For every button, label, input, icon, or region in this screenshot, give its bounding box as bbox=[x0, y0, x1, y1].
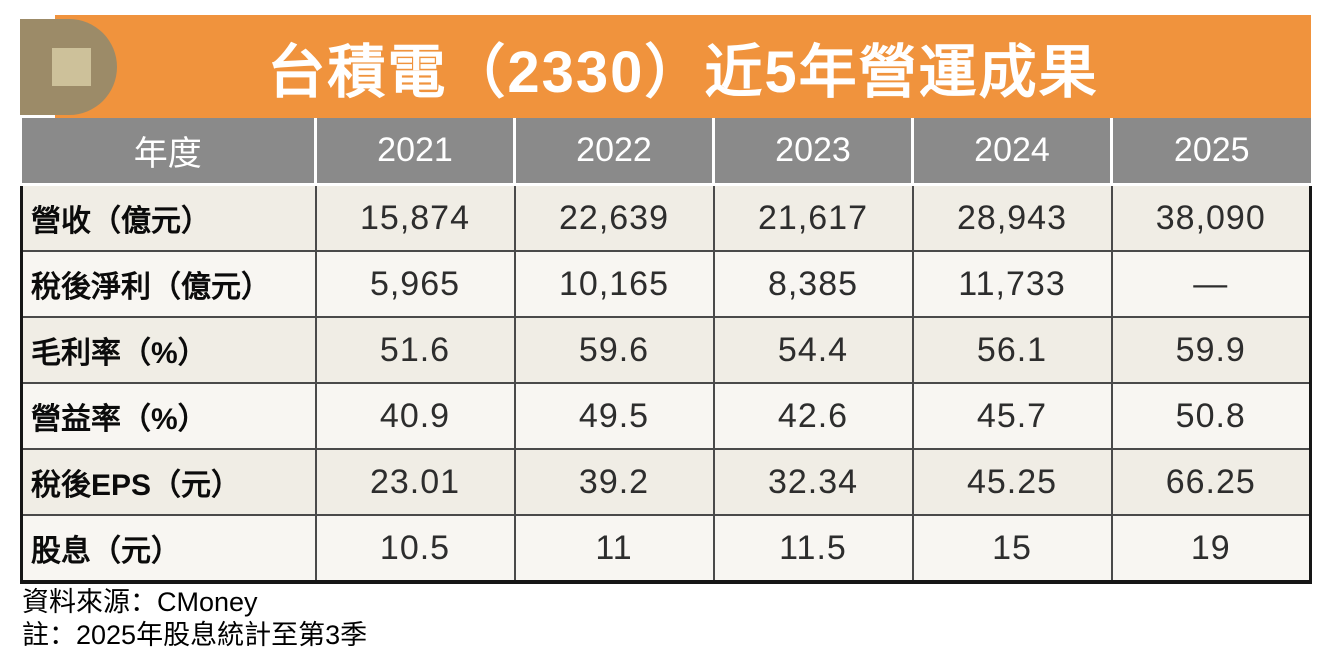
header-cell-2024: 2024 bbox=[911, 118, 1112, 186]
value-cell: 59.6 bbox=[513, 316, 715, 384]
table-header-row: 年度 2021 2022 2023 2024 2025 bbox=[21, 118, 1311, 186]
value-cell: 50.8 bbox=[1110, 382, 1312, 450]
value-cell: 32.34 bbox=[712, 448, 914, 516]
table-row-revenue: 營收（億元） 15,874 22,639 21,617 28,943 38,09… bbox=[20, 183, 1312, 252]
value-cell: 54.4 bbox=[712, 316, 914, 384]
value-cell: 19 bbox=[1110, 514, 1312, 584]
header-cell-2025: 2025 bbox=[1110, 118, 1311, 186]
source-note: 資料來源：CMoney bbox=[22, 587, 258, 617]
operations-table: 年度 2021 2022 2023 2024 2025 營收（億元） 15,87… bbox=[20, 118, 1312, 584]
value-cell: 40.9 bbox=[314, 382, 516, 450]
table-row-eps: 稅後EPS（元） 23.01 39.2 32.34 45.25 66.25 bbox=[20, 448, 1312, 516]
value-cell: 22,639 bbox=[513, 183, 715, 252]
bullet-square-icon bbox=[52, 48, 91, 86]
value-cell: 38,090 bbox=[1110, 183, 1312, 252]
value-cell: 5,965 bbox=[314, 250, 516, 318]
header-cell-2022: 2022 bbox=[513, 118, 714, 186]
table-row-gross-margin: 毛利率（%） 51.6 59.6 54.4 56.1 59.9 bbox=[20, 316, 1312, 384]
header-cell-2021: 2021 bbox=[314, 118, 515, 186]
value-cell: 15,874 bbox=[314, 183, 516, 252]
value-cell: 23.01 bbox=[314, 448, 516, 516]
value-cell: 21,617 bbox=[712, 183, 914, 252]
table-row-net-income: 稅後淨利（億元） 5,965 10,165 8,385 11,733 — bbox=[20, 250, 1312, 318]
footer-notes: 資料來源：CMoney 註：2025年股息統計至第3季 bbox=[22, 586, 367, 652]
value-cell: 28,943 bbox=[911, 183, 1113, 252]
value-cell: 11,733 bbox=[911, 250, 1113, 318]
value-cell: 39.2 bbox=[513, 448, 715, 516]
value-cell: 11 bbox=[513, 514, 715, 584]
header-cell-year-label: 年度 bbox=[21, 118, 316, 186]
value-cell: 56.1 bbox=[911, 316, 1113, 384]
value-cell: 49.5 bbox=[513, 382, 715, 450]
value-cell: 15 bbox=[911, 514, 1113, 584]
header-cell-2023: 2023 bbox=[712, 118, 913, 186]
value-cell: 45.7 bbox=[911, 382, 1113, 450]
value-cell: 45.25 bbox=[911, 448, 1113, 516]
value-cell: 66.25 bbox=[1110, 448, 1312, 516]
bullet-circle-icon bbox=[20, 19, 117, 115]
row-label: 稅後淨利（億元） bbox=[20, 250, 317, 318]
row-label: 股息（元） bbox=[20, 514, 317, 584]
value-cell: 10.5 bbox=[314, 514, 516, 584]
row-label: 營收（億元） bbox=[20, 183, 317, 252]
value-cell: 42.6 bbox=[712, 382, 914, 450]
page-title: 台積電（2330）近5年營運成果 bbox=[267, 39, 1099, 105]
row-label: 稅後EPS（元） bbox=[20, 448, 317, 516]
value-cell: 59.9 bbox=[1110, 316, 1312, 384]
value-cell: — bbox=[1110, 250, 1312, 318]
value-cell: 51.6 bbox=[314, 316, 516, 384]
value-cell: 10,165 bbox=[513, 250, 715, 318]
row-label: 毛利率（%） bbox=[20, 316, 317, 384]
value-cell: 11.5 bbox=[712, 514, 914, 584]
value-cell: 8,385 bbox=[712, 250, 914, 318]
row-label: 營益率（%） bbox=[20, 382, 317, 450]
table-row-operating-margin: 營益率（%） 40.9 49.5 42.6 45.7 50.8 bbox=[20, 382, 1312, 450]
data-note: 註：2025年股息統計至第3季 bbox=[22, 619, 368, 650]
title-banner: 台積電（2330）近5年營運成果 bbox=[55, 15, 1311, 118]
table-row-dividend: 股息（元） 10.5 11 11.5 15 19 bbox=[20, 514, 1312, 584]
